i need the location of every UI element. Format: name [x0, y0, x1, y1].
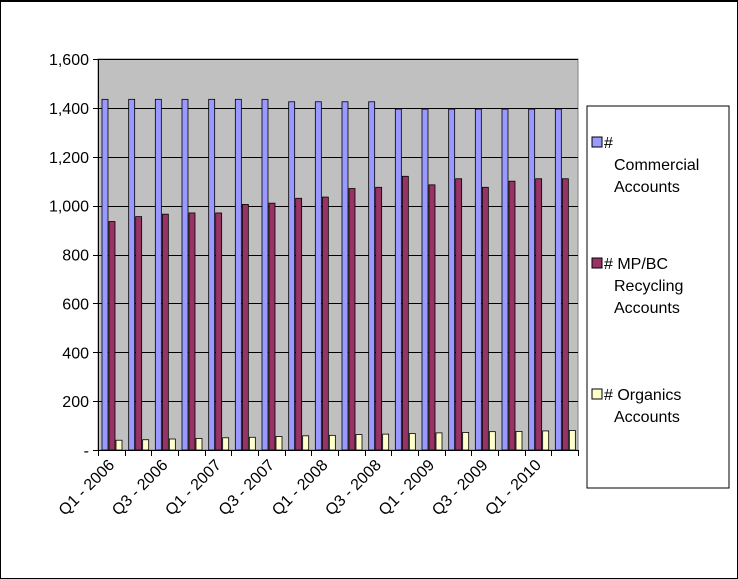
bar-mp-bc-recycling-accounts-16 — [535, 178, 543, 451]
y-tick-label: 1,400 — [49, 101, 89, 118]
plot-area — [97, 58, 579, 451]
bar-mp-bc-recycling-accounts-11 — [401, 175, 409, 451]
x-tick-label: Q1 - 2007 — [162, 457, 224, 519]
y-tick-label: 600 — [62, 296, 89, 313]
bar-organics-accounts-3 — [195, 438, 203, 451]
bar-commercial-accounts-9 — [341, 101, 349, 451]
x-tick-label: Q3 - 2009 — [429, 457, 491, 519]
y-tick-label: 800 — [62, 248, 89, 265]
bar-commercial-accounts-13 — [448, 108, 456, 451]
legend-line: Accounts — [614, 179, 680, 196]
bar-commercial-accounts-12 — [421, 108, 429, 451]
legend-entry-1: # MP/BC Recycling Accounts — [604, 256, 683, 317]
bar-mp-bc-recycling-accounts-12 — [428, 184, 436, 451]
bar-organics-accounts-5 — [248, 436, 256, 451]
legend-line: Accounts — [614, 409, 680, 426]
bar-organics-accounts-11 — [408, 433, 416, 451]
bar-mp-bc-recycling-accounts-6 — [268, 202, 276, 451]
x-tick-label: Q1 - 2010 — [482, 457, 544, 519]
legend-box — [586, 105, 730, 489]
bar-commercial-accounts-15 — [501, 108, 509, 451]
x-tick-label: Q1 - 2006 — [56, 457, 118, 519]
bar-mp-bc-recycling-accounts-5 — [241, 204, 249, 451]
bar-mp-bc-recycling-accounts-1 — [135, 216, 143, 451]
bar-commercial-accounts-0 — [101, 98, 109, 451]
legend-line: # Organics — [604, 387, 681, 404]
bar-mp-bc-recycling-accounts-3 — [188, 212, 196, 451]
bar-commercial-accounts-8 — [314, 101, 322, 451]
bar-mp-bc-recycling-accounts-15 — [508, 180, 516, 451]
bar-commercial-accounts-7 — [288, 101, 296, 451]
y-tick-label: 200 — [62, 394, 89, 411]
bar-organics-accounts-9 — [355, 434, 363, 451]
x-tick-label: Q3 - 2007 — [216, 457, 278, 519]
y-tick-label: 1,200 — [49, 150, 89, 167]
x-tick-label: Q1 - 2009 — [376, 457, 438, 519]
bar-mp-bc-recycling-accounts-14 — [481, 186, 489, 451]
bar-commercial-accounts-17 — [554, 108, 562, 451]
legend-line: # MP/BC — [604, 256, 668, 273]
bar-mp-bc-recycling-accounts-17 — [561, 178, 569, 451]
bar-mp-bc-recycling-accounts-0 — [108, 221, 116, 451]
bar-organics-accounts-12 — [435, 432, 443, 451]
bar-organics-accounts-1 — [142, 439, 150, 451]
x-tick-label: Q1 - 2008 — [269, 457, 331, 519]
bar-commercial-accounts-6 — [261, 98, 269, 451]
legend-line: Commercial — [614, 157, 699, 174]
bar-organics-accounts-8 — [328, 434, 336, 451]
legend-entry-0: #Commercial Accounts — [604, 135, 699, 196]
bar-organics-accounts-17 — [568, 430, 576, 451]
bar-organics-accounts-16 — [542, 430, 550, 451]
bar-mp-bc-recycling-accounts-2 — [161, 213, 169, 451]
bar-commercial-accounts-11 — [394, 108, 402, 451]
legend-swatch — [591, 388, 603, 400]
bar-commercial-accounts-14 — [474, 108, 482, 451]
bar-commercial-accounts-3 — [181, 98, 189, 451]
bar-organics-accounts-6 — [275, 436, 283, 451]
y-tick-label: - — [84, 443, 89, 460]
bar-commercial-accounts-10 — [368, 101, 376, 451]
legend-line: Recycling — [614, 278, 683, 295]
bar-organics-accounts-7 — [302, 435, 310, 451]
y-tick-label: 1,600 — [49, 52, 89, 69]
y-tick-label: 1,000 — [49, 199, 89, 216]
legend-line: Accounts — [614, 300, 680, 317]
bar-commercial-accounts-16 — [528, 108, 536, 451]
bar-organics-accounts-15 — [515, 431, 523, 451]
bar-mp-bc-recycling-accounts-10 — [375, 186, 383, 451]
x-tick-label: Q3 - 2008 — [322, 457, 384, 519]
legend-swatch — [591, 136, 603, 148]
bar-commercial-accounts-5 — [234, 98, 242, 451]
bar-organics-accounts-2 — [168, 438, 176, 451]
bar-mp-bc-recycling-accounts-9 — [348, 188, 356, 451]
bar-mp-bc-recycling-accounts-4 — [215, 212, 223, 451]
legend-swatch — [591, 257, 603, 269]
bar-organics-accounts-0 — [115, 439, 123, 451]
bar-organics-accounts-10 — [382, 433, 390, 451]
bar-organics-accounts-14 — [488, 431, 496, 451]
x-tick-label: Q3 - 2006 — [109, 457, 171, 519]
bar-commercial-accounts-4 — [208, 98, 216, 451]
y-tick-label: 400 — [62, 345, 89, 362]
bar-commercial-accounts-2 — [154, 98, 162, 451]
bar-mp-bc-recycling-accounts-8 — [321, 196, 329, 451]
bar-organics-accounts-13 — [462, 432, 470, 451]
bar-commercial-accounts-1 — [128, 98, 136, 451]
legend-entry-2: # Organics Accounts — [604, 387, 681, 426]
bar-organics-accounts-4 — [222, 437, 230, 451]
bar-mp-bc-recycling-accounts-13 — [455, 178, 463, 451]
legend-line: # — [604, 135, 613, 152]
bar-mp-bc-recycling-accounts-7 — [295, 197, 303, 451]
